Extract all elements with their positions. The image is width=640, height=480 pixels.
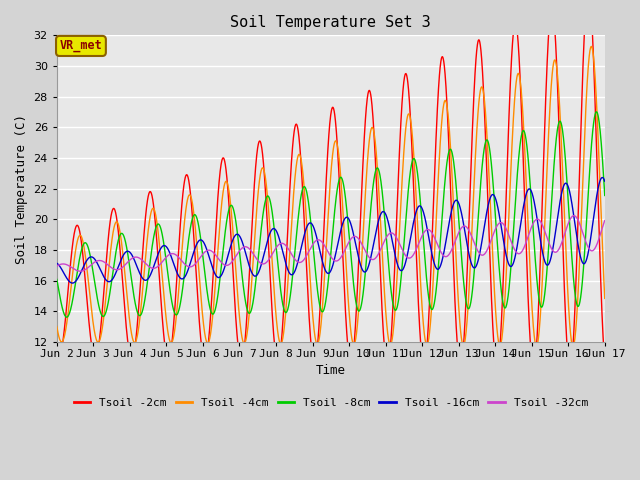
Legend: Tsoil -2cm, Tsoil -4cm, Tsoil -8cm, Tsoil -16cm, Tsoil -32cm: Tsoil -2cm, Tsoil -4cm, Tsoil -8cm, Tsoi…	[69, 394, 593, 412]
Y-axis label: Soil Temperature (C): Soil Temperature (C)	[15, 114, 28, 264]
Title: Soil Temperature Set 3: Soil Temperature Set 3	[230, 15, 431, 30]
Text: VR_met: VR_met	[60, 39, 102, 52]
X-axis label: Time: Time	[316, 364, 346, 377]
